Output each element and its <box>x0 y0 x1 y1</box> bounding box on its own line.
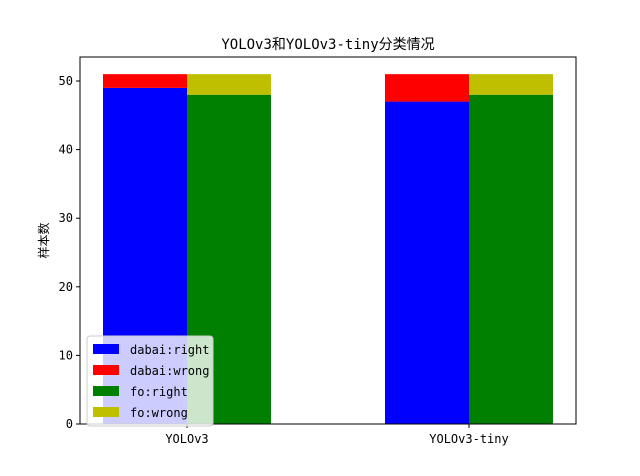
y-tick-label: 0 <box>66 417 73 431</box>
legend-entry: dabai:wrong <box>130 364 209 378</box>
bar-dabai-wrong-YOLOv3-tiny <box>385 74 469 102</box>
bar-fo-wrong-YOLOv3-tiny <box>469 74 553 95</box>
y-tick-label: 20 <box>59 280 73 294</box>
legend: dabai:right dabai:wrong fo:right fo:wrong <box>86 335 214 427</box>
chart-title: YOLOv3和YOLOv3-tiny分类情况 <box>221 37 434 53</box>
y-tick-label: 50 <box>59 74 73 88</box>
bar-dabai-right-YOLOv3-tiny <box>385 101 469 425</box>
legend-box <box>86 335 214 427</box>
bar-fo-right-YOLOv3-tiny <box>469 94 553 424</box>
legend-entry: fo:right <box>130 385 188 399</box>
x-tick-label: YOLOv3-tiny <box>429 432 508 446</box>
legend-swatch <box>93 386 119 396</box>
y-axis-label: 样本数 <box>36 222 51 258</box>
legend-entry: fo:wrong <box>130 406 188 420</box>
legend-swatch <box>93 407 119 417</box>
plot-frame <box>79 56 577 425</box>
bar-dabai-wrong-YOLOv3 <box>103 74 187 88</box>
y-tick-label: 30 <box>59 211 73 225</box>
axes-layer: 0 10 20 30 40 50 YOLOv3 YOLOv3-tiny <box>59 56 577 446</box>
legend-swatch <box>93 365 119 375</box>
y-tick-label: 40 <box>59 143 73 157</box>
legend-swatch <box>93 344 119 354</box>
legend-entry: dabai:right <box>130 343 209 357</box>
y-tick-label: 10 <box>59 348 73 362</box>
x-tick-label: YOLOv3 <box>165 432 208 446</box>
bar-fo-wrong-YOLOv3 <box>187 74 271 95</box>
